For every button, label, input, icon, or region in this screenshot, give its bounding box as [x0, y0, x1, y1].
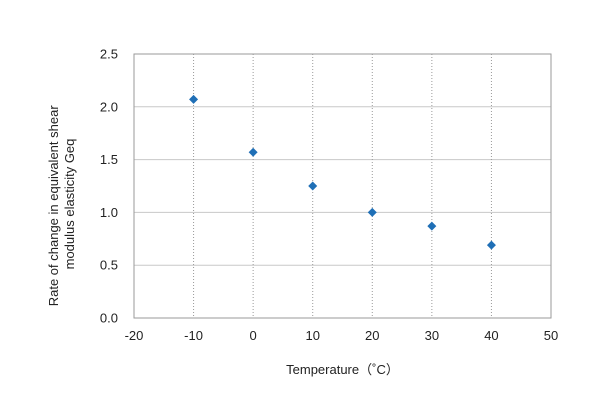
y-tick-label: 2.5: [100, 47, 118, 62]
data-point-diamond: [248, 147, 258, 157]
x-tick-label: 0: [250, 328, 257, 343]
y-axis-label-line-1: Rate of change in equivalent shear: [46, 105, 61, 307]
data-point-diamond: [427, 221, 437, 231]
x-tick-label: 50: [544, 328, 558, 343]
x-tick-label: -10: [184, 328, 203, 343]
data-point-diamond: [486, 240, 496, 250]
data-points: [189, 94, 496, 250]
x-tick-label: 30: [425, 328, 439, 343]
x-tick-label: 10: [305, 328, 319, 343]
y-tick-label: 1.5: [100, 152, 118, 167]
x-axis-label: Temperature（˚C）: [286, 362, 399, 377]
data-point-diamond: [367, 207, 377, 217]
data-point-diamond: [189, 94, 199, 104]
y-tick-label: 1.0: [100, 205, 118, 220]
x-tick-label: 40: [484, 328, 498, 343]
x-tick-label: 20: [365, 328, 379, 343]
tick-labels: 0.0 0.5 1.0 1.5 2.0 2.5 -20 -10 0 10 20 30 40 50: [100, 47, 558, 344]
data-point-diamond: [308, 181, 318, 191]
plot-area-border: [133, 53, 552, 319]
y-axis-label-line-2: modulus elasticity Geq: [62, 139, 77, 270]
grid: [134, 54, 551, 318]
x-tick-label: -20: [125, 328, 144, 343]
y-axis-label: Rate of change in equivalent shear modul…: [46, 102, 77, 307]
y-tick-label: 0.5: [100, 258, 118, 273]
y-tick-label: 2.0: [100, 99, 118, 114]
y-tick-label: 0.0: [100, 311, 118, 326]
